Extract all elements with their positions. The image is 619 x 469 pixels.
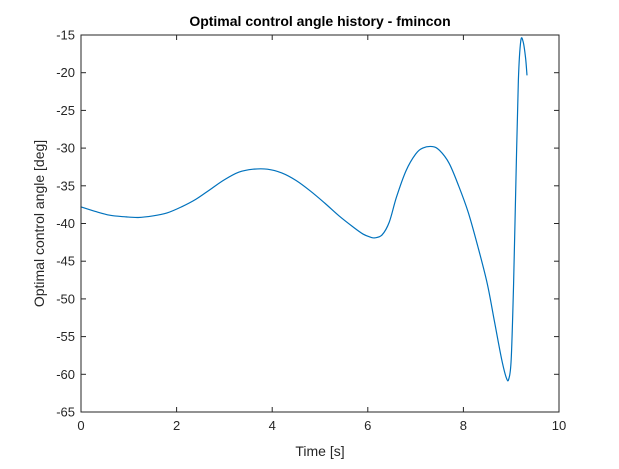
x-tick-label: 8 [460,418,467,433]
y-tick-label: -60 [56,367,75,382]
x-tick-label: 10 [552,418,566,433]
series-layer [80,37,528,382]
y-tick-label: -45 [56,254,75,269]
y-tick-label: -35 [56,178,75,193]
y-axis-ticks: -15 -20 -25 -30 -35 -40 -45 -50 -55 -60 -65 [56,28,559,420]
series-line [80,37,528,382]
x-tick-label: 6 [364,418,371,433]
y-axis-label: Optimal control angle [deg] [31,140,47,307]
x-axis-ticks: 0 2 4 6 8 10 [77,35,566,433]
y-tick-label: -65 [56,405,75,420]
y-tick-label: -50 [56,291,75,306]
y-tick-label: -30 [56,141,75,156]
x-axis-label: Time [s] [295,443,344,459]
y-tick-label: -15 [56,28,75,43]
x-tick-label: 0 [77,418,84,433]
y-tick-label: -40 [56,216,75,231]
chart-title: Optimal control angle history - fmincon [189,13,450,29]
x-tick-label: 4 [269,418,276,433]
y-tick-label: -55 [56,329,75,344]
y-tick-label: -20 [56,65,75,80]
plot-area [81,35,559,412]
x-tick-label: 2 [173,418,180,433]
y-tick-label: -25 [56,103,75,118]
